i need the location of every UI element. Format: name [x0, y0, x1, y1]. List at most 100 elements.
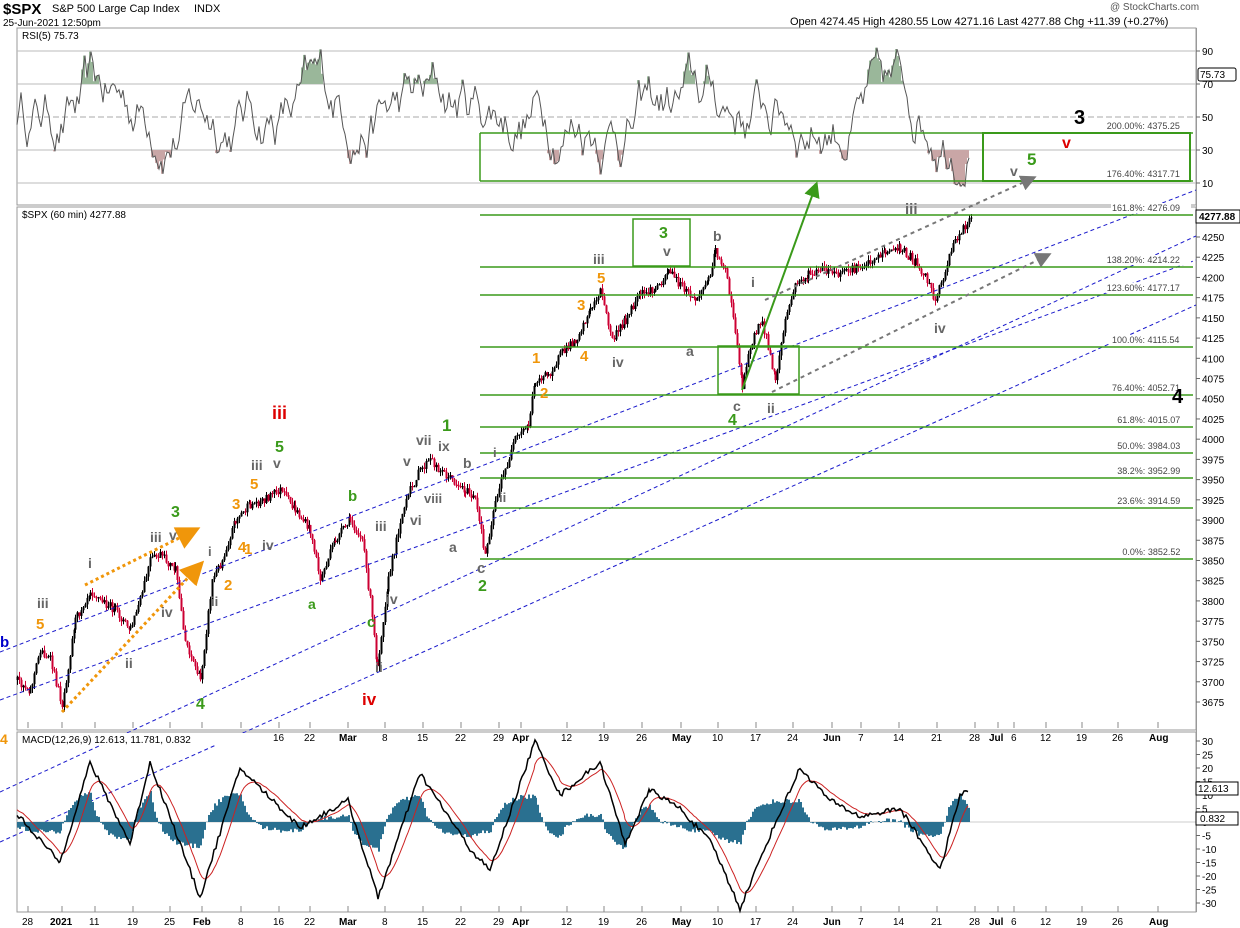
- macd-histogram-bar: [834, 822, 836, 828]
- price-candle-body: [946, 265, 949, 273]
- macd-histogram-bar: [555, 822, 557, 837]
- macd-histogram-bar: [480, 822, 482, 834]
- wave-label: vii: [416, 432, 432, 448]
- macd-histogram-bar: [625, 822, 627, 848]
- wave-label: 4: [238, 539, 247, 556]
- wave-label: ii: [125, 655, 133, 671]
- rsi-overbought-fill: [317, 59, 319, 84]
- macd-histogram-bar: [866, 822, 868, 823]
- price-candle-body: [391, 555, 394, 572]
- macd-histogram-bar: [384, 822, 386, 827]
- price-candle-body: [349, 516, 352, 521]
- rsi-oversold-fill: [581, 150, 583, 156]
- price-tick-label: 3975: [1202, 455, 1225, 466]
- macd-series-label: MACD(12,26,9) 12.613, 11.781, 0.832: [22, 735, 191, 746]
- price-candle-body: [786, 312, 789, 319]
- rsi-overbought-fill: [415, 82, 417, 84]
- price-candle-body: [194, 660, 197, 667]
- price-candle-body: [196, 666, 199, 674]
- rsi-tick-label: 70: [1202, 80, 1214, 91]
- price-candle-body: [403, 507, 406, 514]
- price-candle-body: [209, 599, 212, 611]
- wave-label: v: [403, 453, 411, 469]
- price-candle-body: [340, 527, 343, 534]
- price-candle-body: [445, 471, 448, 479]
- macd-histogram-bar: [506, 804, 508, 822]
- macd-histogram-bar: [470, 822, 472, 838]
- macd-histogram-bar: [716, 822, 718, 836]
- price-label-bg: [20, 208, 165, 220]
- price-candle-body: [359, 535, 362, 537]
- rsi-overbought-fill: [433, 78, 435, 84]
- macd-x-tick-label: Aug: [1149, 917, 1168, 928]
- price-candle-body: [656, 285, 659, 290]
- fib-label-bg: [1105, 169, 1191, 179]
- fib-level-label: 161.8%: 4276.09: [1112, 203, 1180, 213]
- price-candle-body: [253, 503, 256, 505]
- price-candle-body: [926, 273, 929, 284]
- price-candle-body: [411, 486, 414, 488]
- price-candle-body: [213, 576, 216, 580]
- price-candle-body: [484, 547, 487, 554]
- price-candle-body: [188, 645, 191, 655]
- macd-histogram-bar: [736, 822, 738, 844]
- macd-signal-line: [16, 756, 969, 894]
- macd-histogram-bar: [530, 798, 532, 822]
- copyright: @ StockCharts.com: [1110, 2, 1200, 13]
- price-candle-body: [841, 271, 844, 273]
- macd-histogram-bar: [214, 803, 216, 822]
- price-candle-body: [636, 295, 639, 302]
- macd-histogram-bar: [394, 806, 396, 822]
- price-candle-body: [549, 374, 552, 377]
- wave-label: ii: [375, 659, 383, 675]
- macd-histogram-bar: [816, 822, 818, 825]
- macd-histogram-bar: [948, 807, 950, 822]
- macd-histogram-bar: [864, 822, 866, 826]
- macd-histogram-bar: [790, 802, 792, 822]
- price-tick-label: 4075: [1202, 375, 1225, 386]
- price-candle-body: [468, 488, 471, 495]
- macd-tick-label: -10: [1202, 845, 1217, 856]
- rsi-oversold-fill: [937, 150, 939, 158]
- panel-frame-price: [16, 206, 1197, 731]
- macd-histogram-bar: [846, 822, 848, 830]
- price-candle-body: [555, 364, 558, 368]
- price-candle-body: [82, 607, 85, 611]
- price-candle-body: [167, 562, 170, 567]
- macd-histogram-bar: [629, 822, 631, 834]
- wave-label: iv: [262, 537, 274, 553]
- wave-label: iii: [272, 403, 287, 423]
- macd-histogram-bar: [576, 819, 578, 822]
- price-candle-body: [122, 619, 125, 622]
- price-candle-body: [624, 318, 627, 325]
- price-candle-body: [207, 610, 210, 634]
- price-candle-body: [16, 676, 19, 680]
- price-candle-body: [732, 302, 735, 318]
- macd-histogram-bar: [756, 807, 758, 822]
- wave-label: v: [1010, 163, 1018, 179]
- fib-label-bg: [1116, 496, 1191, 506]
- macd-histogram-bar: [820, 822, 822, 827]
- macd-histogram-bar: [522, 795, 524, 822]
- macd-histogram-bar: [340, 816, 342, 822]
- macd-histogram-bar: [614, 822, 616, 842]
- macd-x-tick-label: 11: [89, 917, 100, 928]
- macd-histogram-bar: [744, 822, 746, 831]
- price-tick-label: 3825: [1202, 577, 1225, 588]
- price-candle-body: [942, 279, 945, 283]
- macd-histogram-bar: [64, 820, 66, 822]
- rsi-overbought-fill: [897, 56, 899, 84]
- macd-x-tick-label: 12: [1040, 917, 1052, 928]
- macd-histogram-bar: [698, 822, 700, 832]
- macd-histogram-bar: [742, 822, 744, 835]
- price-candle-body: [738, 345, 741, 365]
- macd-histogram-bar: [782, 802, 784, 822]
- macd-histogram-bar: [924, 822, 926, 835]
- price-candle-body: [233, 521, 236, 529]
- fib-label-bg: [1105, 121, 1191, 131]
- macd-histogram-bar: [690, 822, 692, 832]
- price-candle-body: [453, 479, 456, 485]
- fib-level-label: 200.00%: 4375.25: [1107, 121, 1180, 131]
- price-candle-body: [948, 253, 951, 266]
- price-candle-body: [331, 545, 334, 550]
